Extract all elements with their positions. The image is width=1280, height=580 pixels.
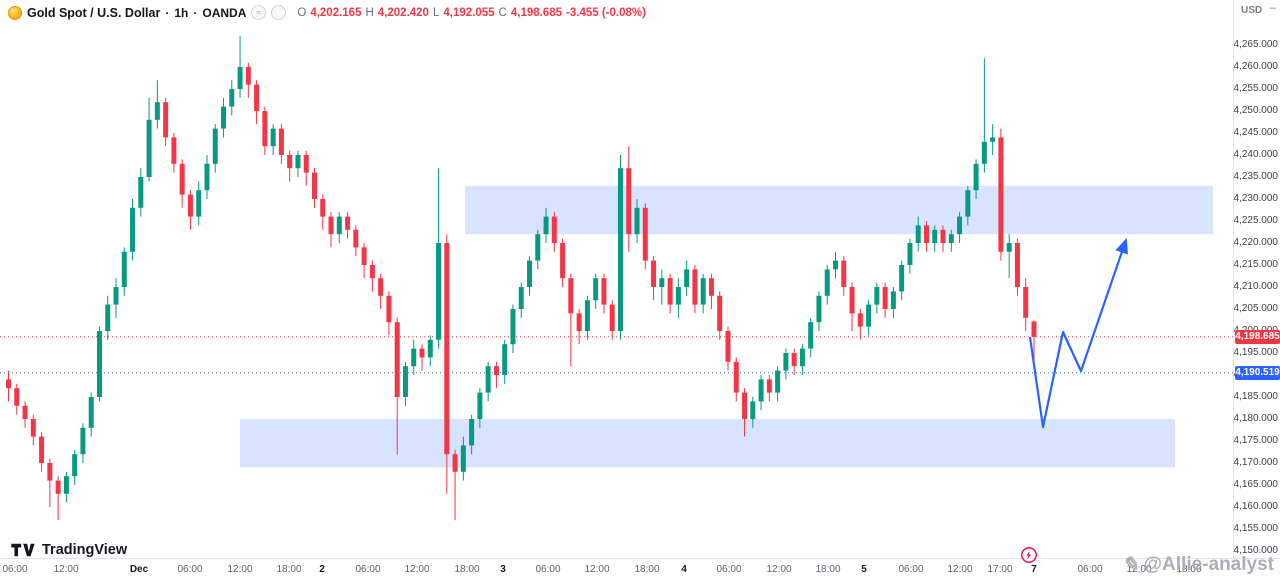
- time-axis-label: 12:00: [404, 564, 430, 575]
- gold-instrument-icon: [8, 5, 22, 20]
- time-axis[interactable]: 06:00 12:00 Dec 06:00 12:00 18:00 2 06:00 12:00 1…: [0, 558, 1280, 580]
- price-axis-label: 4,255.000: [1233, 83, 1279, 94]
- price-axis-label: 4,265.000: [1233, 39, 1279, 50]
- low-value: 4,192.055: [443, 6, 495, 19]
- time-axis-label: 06:00: [2, 564, 28, 575]
- time-axis-label: 06:00: [535, 564, 561, 575]
- pen-icon: ✎: [1121, 554, 1139, 576]
- close-label: C: [498, 6, 507, 19]
- open-value: 4,202.165: [310, 6, 362, 19]
- time-axis-label: 06:00: [355, 564, 381, 575]
- price-axis-label: 4,245.000: [1233, 127, 1279, 138]
- price-axis-label: 4,160.000: [1233, 501, 1279, 512]
- price-axis-label: 4,195.000: [1233, 347, 1279, 358]
- price-axis-label: 4,260.000: [1233, 61, 1279, 72]
- candlestick-series[interactable]: [6, 36, 1037, 521]
- market-status-icon[interactable]: [271, 5, 287, 20]
- price-axis-label: 4,205.000: [1233, 303, 1279, 314]
- time-axis-label: 06:00: [716, 564, 742, 575]
- time-axis-label: 2: [319, 564, 325, 575]
- ohlc-readout: O 4,202.165 H 4,202.420 L 4,192.055 C 4,…: [297, 7, 646, 19]
- tradingview-logo[interactable]: TradingView: [10, 541, 127, 559]
- lightning-badge-icon[interactable]: [1020, 546, 1038, 564]
- high-value: 4,202.420: [377, 6, 429, 19]
- time-axis-label: Dec: [129, 564, 149, 575]
- symbol-title[interactable]: Gold Spot / U.S. Dollar: [27, 5, 161, 20]
- close-value: 4,198.685: [510, 6, 563, 19]
- time-axis-label: 18:00: [454, 564, 480, 575]
- price-axis-label: 4,170.000: [1233, 457, 1279, 468]
- symbol-legend[interactable]: Gold Spot / U.S. Dollar · 1h · OANDA ≈ O…: [8, 5, 646, 20]
- watermark: ✎ @Allie-analyst: [1122, 552, 1274, 577]
- price-axis-label: 4,185.000: [1233, 391, 1279, 402]
- price-axis[interactable]: USD – 4,265.000 4,260.000 4,255.000 4,250.0…: [1233, 0, 1280, 558]
- time-axis-label: 12:00: [584, 564, 610, 575]
- time-axis-label: 4: [681, 564, 687, 575]
- watermark-handle: @Allie-analyst: [1143, 553, 1274, 575]
- time-axis-label: 12:00: [227, 564, 253, 575]
- high-label: H: [365, 6, 374, 19]
- price-axis-label: 4,220.000: [1233, 237, 1279, 248]
- demand-zone[interactable]: [240, 419, 1175, 468]
- time-axis-label: 18:00: [1176, 564, 1202, 575]
- last-price-badge: 4,198.685: [1235, 329, 1280, 344]
- time-axis-label: 18:00: [276, 564, 302, 575]
- oanda-logo-icon[interactable]: ≈: [251, 5, 267, 20]
- price-axis-label: 4,235.000: [1233, 171, 1279, 182]
- price-axis-label: 4,215.000: [1233, 259, 1279, 270]
- time-axis-label: 06:00: [898, 564, 924, 575]
- time-axis-label: 12:00: [947, 564, 973, 575]
- axis-currency-label[interactable]: USD: [1241, 5, 1263, 16]
- interval-label[interactable]: 1h: [174, 5, 189, 20]
- time-axis-label: 12:00: [766, 564, 792, 575]
- time-axis-label: 5: [861, 564, 867, 575]
- projection-arrow[interactable]: [1028, 237, 1128, 429]
- supply-zone[interactable]: [465, 185, 1213, 235]
- price-axis-label: 4,225.000: [1233, 215, 1279, 226]
- time-axis-label: 12:00: [1126, 564, 1152, 575]
- price-axis-label: 4,250.000: [1233, 105, 1279, 116]
- exchange-label[interactable]: OANDA: [202, 5, 247, 20]
- price-axis-label: 4,175.000: [1233, 435, 1279, 446]
- low-label: L: [432, 6, 440, 19]
- tradingview-mark-icon: [11, 543, 35, 557]
- legend-separator: ·: [165, 5, 170, 20]
- time-axis-label: 06:00: [1077, 564, 1103, 575]
- tradingview-logo-text: TradingView: [42, 542, 128, 558]
- price-axis-label: 4,165.000: [1233, 479, 1279, 490]
- time-axis-label: 06:00: [177, 564, 203, 575]
- time-axis-label: 3: [500, 564, 506, 575]
- time-axis-label: 12:00: [53, 564, 79, 575]
- axis-collapse-icon[interactable]: –: [1269, 2, 1276, 14]
- open-label: O: [297, 6, 307, 19]
- price-axis-label: 4,240.000: [1233, 149, 1279, 160]
- alert-price-badge: 4,190.519: [1235, 365, 1280, 380]
- chart-pane[interactable]: [0, 0, 1233, 558]
- change-value: -3.455 (-0.08%): [566, 6, 646, 19]
- time-axis-label: 18:00: [634, 564, 660, 575]
- price-axis-label: 4,155.000: [1233, 523, 1279, 534]
- price-axis-label: 4,150.000: [1233, 545, 1279, 556]
- price-axis-label: 4,230.000: [1233, 193, 1279, 204]
- price-axis-label: 4,180.000: [1233, 413, 1279, 424]
- legend-separator: ·: [193, 5, 198, 20]
- time-axis-label: 7: [1031, 564, 1037, 575]
- time-axis-label: 17:00: [987, 564, 1013, 575]
- time-axis-label: 18:00: [815, 564, 841, 575]
- price-axis-label: 4,210.000: [1233, 281, 1279, 292]
